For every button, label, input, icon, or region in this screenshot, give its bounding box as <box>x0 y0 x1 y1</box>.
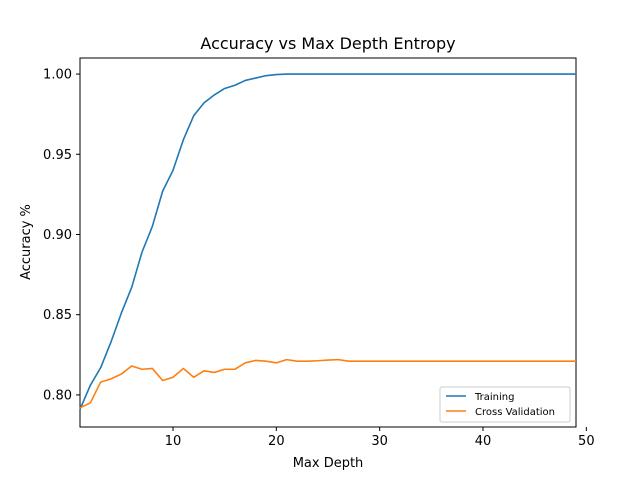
y-tick-label: 0.90 <box>43 228 72 243</box>
x-tick-label: 20 <box>268 434 285 449</box>
legend-box <box>439 386 571 423</box>
x-tick-label: 30 <box>371 434 388 449</box>
series-line-cross-validation <box>79 358 576 409</box>
chart-title: Accuracy vs Max Depth Entropy <box>200 34 455 53</box>
y-tick-label: 0.80 <box>43 388 72 403</box>
y-tick-label: 0.95 <box>43 148 72 163</box>
y-axis-label: Accuracy % <box>19 204 34 280</box>
x-tick-label: 10 <box>165 434 182 449</box>
plot-frame <box>79 57 577 428</box>
x-axis-label: Max Depth <box>293 456 364 471</box>
y-tick-label: 1.00 <box>43 68 72 83</box>
series-line-training <box>79 73 576 410</box>
legend-label-cross-validation: Cross Validation <box>475 407 555 418</box>
x-axis-ticks: 10 20 30 40 50 <box>165 427 595 449</box>
legend: Training Cross Validation <box>439 386 571 423</box>
y-tick-label: 0.85 <box>43 308 72 323</box>
series-layer <box>79 73 576 410</box>
legend-label-training: Training <box>474 392 514 403</box>
y-axis-ticks: 0.80 0.85 0.90 0.95 1.00 <box>43 68 80 403</box>
x-tick-label: 50 <box>578 434 595 449</box>
plot-area: 10 20 30 40 50 0.80 0.85 0.90 0.95 1.00 <box>43 57 595 449</box>
x-tick-label: 40 <box>475 434 492 449</box>
